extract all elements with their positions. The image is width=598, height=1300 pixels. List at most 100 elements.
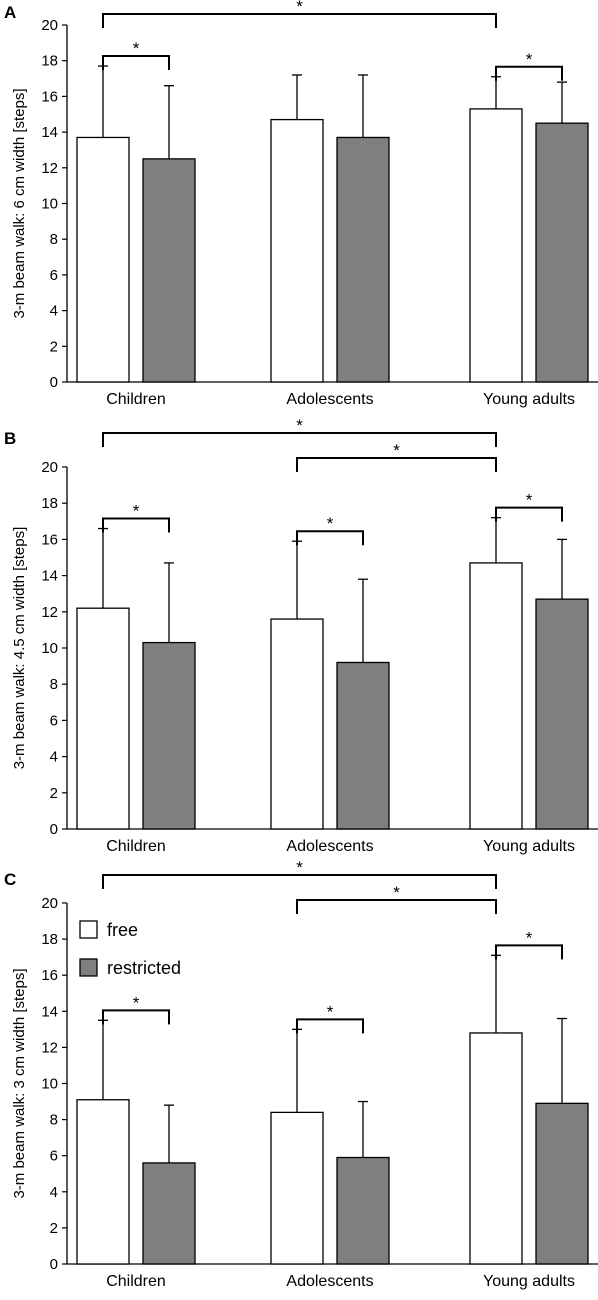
significance-bracket — [102, 1009, 170, 1025]
y-tick-label: 4 — [50, 303, 58, 320]
y-tick-label: 10 — [41, 640, 58, 657]
y-tick-label: 6 — [50, 712, 58, 729]
y-tick-label: 10 — [41, 196, 58, 213]
y-tick-label: 8 — [50, 1112, 58, 1129]
y-tick-label: 8 — [50, 231, 58, 248]
y-tick-label: 12 — [41, 1039, 58, 1056]
significance-star: * — [526, 491, 533, 510]
significance-bracket — [102, 55, 170, 71]
category-label: Adolescents — [286, 838, 373, 855]
bar-free-adolescents — [270, 118, 324, 383]
significance-bracket — [102, 432, 497, 447]
significance-bracket — [102, 874, 497, 889]
bar-free-young-adults — [469, 1032, 523, 1265]
y-tick-label: 20 — [41, 17, 58, 34]
significance-star: * — [393, 883, 400, 902]
significance-bracket — [296, 530, 364, 546]
y-tick-label: 18 — [41, 53, 58, 70]
y-tick-label: 2 — [50, 338, 58, 355]
panel-letter: B — [4, 429, 16, 448]
chart-panel-A: A 3-m beam walk: 6 cm width [steps] 0 2 4 6 8 1… — [4, 0, 598, 408]
significance-star: * — [526, 928, 533, 947]
bar-free-young-adults — [469, 108, 523, 383]
legend-label-free: free — [107, 920, 138, 940]
category-label: Children — [106, 838, 166, 855]
y-tick-label: 0 — [50, 374, 58, 391]
y-tick-label: 18 — [41, 495, 58, 512]
y-tick-label: 0 — [50, 1256, 58, 1273]
y-tick-label: 16 — [41, 967, 58, 984]
y-tick-label: 2 — [50, 1220, 58, 1237]
category-label: Children — [106, 1273, 166, 1290]
panel-letter: C — [4, 870, 16, 889]
chart-panel-B: B 3-m beam walk: 4.5 cm width [steps] 0 2 4 6… — [4, 416, 598, 855]
significance-bracket — [296, 1018, 364, 1034]
y-tick-label: 4 — [50, 749, 58, 766]
bar-free-young-adults — [469, 562, 523, 830]
panel-letter: A — [4, 3, 16, 22]
bar-restricted-children — [142, 1162, 196, 1265]
category-label: Young adults — [483, 1273, 575, 1290]
significance-star: * — [327, 1002, 334, 1021]
y-tick-label: 12 — [41, 604, 58, 621]
significance-star: * — [327, 514, 334, 533]
bar-free-adolescents — [270, 1111, 324, 1265]
y-tick-label: 10 — [41, 1076, 58, 1093]
significance-bracket — [296, 899, 497, 914]
y-tick-label: 12 — [41, 160, 58, 177]
bar-restricted-adolescents — [336, 1156, 390, 1265]
chart-panel-C: C 3-m beam walk: 3 cm width [steps] 0 2 4 6 8 1… — [4, 858, 598, 1290]
significance-star: * — [133, 502, 140, 521]
y-axis-label: 3-m beam walk: 6 cm width [steps] — [11, 88, 28, 318]
category-label: Young adults — [483, 391, 575, 408]
y-tick-label: 14 — [41, 568, 58, 585]
category-label: Adolescents — [286, 391, 373, 408]
significance-bracket — [102, 517, 170, 533]
y-axis-label: 3-m beam walk: 3 cm width [steps] — [11, 968, 28, 1198]
bar-restricted-young-adults — [535, 1102, 589, 1265]
significance-bracket — [495, 944, 563, 960]
y-tick-label: 16 — [41, 531, 58, 548]
y-tick-label: 20 — [41, 895, 58, 912]
bar-restricted-children — [142, 158, 196, 383]
significance-star: * — [296, 858, 303, 877]
significance-star: * — [393, 441, 400, 460]
y-tick-label: 6 — [50, 267, 58, 284]
bar-restricted-adolescents — [336, 661, 390, 830]
y-tick-label: 4 — [50, 1184, 58, 1201]
bar-free-children — [76, 136, 130, 383]
y-tick-label: 20 — [41, 459, 58, 476]
bar-restricted-young-adults — [535, 598, 589, 830]
y-tick-label: 0 — [50, 821, 58, 838]
significance-star: * — [526, 50, 533, 69]
legend-swatch-restricted — [79, 958, 98, 977]
significance-bracket — [495, 65, 563, 81]
significance-star: * — [296, 416, 303, 435]
bar-restricted-young-adults — [535, 122, 589, 383]
bar-free-adolescents — [270, 618, 324, 830]
legend-swatch-free — [79, 920, 98, 939]
significance-star: * — [296, 0, 303, 16]
legend-label-restricted: restricted — [107, 958, 181, 978]
bar-free-children — [76, 1099, 130, 1265]
y-axis-label: 3-m beam walk: 4.5 cm width [steps] — [11, 527, 28, 770]
bar-free-children — [76, 607, 130, 830]
y-tick-label: 18 — [41, 931, 58, 948]
y-tick-label: 8 — [50, 676, 58, 693]
significance-bracket — [296, 457, 497, 472]
y-tick-label: 16 — [41, 88, 58, 105]
significance-star: * — [133, 993, 140, 1012]
bar-restricted-adolescents — [336, 136, 390, 383]
y-tick-label: 14 — [41, 1003, 58, 1020]
y-tick-label: 2 — [50, 785, 58, 802]
category-label: Young adults — [483, 838, 575, 855]
category-label: Adolescents — [286, 1273, 373, 1290]
significance-bracket — [102, 13, 497, 28]
y-tick-label: 6 — [50, 1148, 58, 1165]
significance-star: * — [133, 39, 140, 58]
significance-bracket — [495, 506, 563, 522]
y-tick-label: 14 — [41, 124, 58, 141]
category-label: Children — [106, 391, 166, 408]
bar-restricted-children — [142, 641, 196, 830]
